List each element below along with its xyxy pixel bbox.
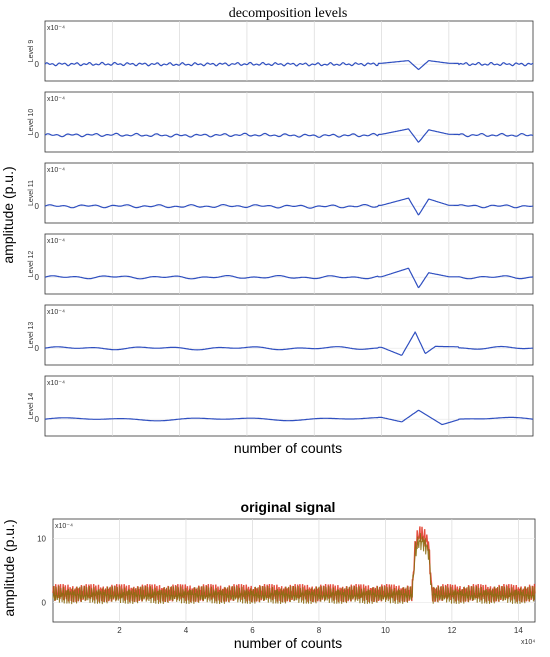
zero-tick-label: 0 xyxy=(35,131,40,140)
x-tick-label: 10 xyxy=(381,626,390,635)
y-tick-label: 0 xyxy=(42,599,47,608)
zero-tick-label: 0 xyxy=(35,415,40,424)
x-tick-label: 4 xyxy=(184,626,189,635)
panel-frame xyxy=(44,162,534,224)
zero-tick-label: 0 xyxy=(35,202,40,211)
scale-label: x10⁻⁴ xyxy=(47,380,65,387)
panel-frame xyxy=(44,20,534,82)
series-line xyxy=(44,267,533,289)
bottom-title: original signal xyxy=(241,499,336,515)
series-line xyxy=(44,128,534,143)
top-x-axis-label: number of counts xyxy=(234,440,342,456)
zero-tick-label: 0 xyxy=(35,273,40,282)
x-tick-label: 14 xyxy=(514,626,523,635)
zero-tick-label: 0 xyxy=(35,60,40,69)
level-label: Level 10 xyxy=(28,109,35,136)
panel-frame xyxy=(44,304,534,366)
scale-label: x10⁻⁴ xyxy=(47,25,65,32)
x-tick-label: 12 xyxy=(447,626,456,635)
x-multiplier: x10⁴ xyxy=(521,639,535,646)
x-tick-label: 2 xyxy=(117,626,122,635)
original-signal-panel: 2 4 6 8 10 12 14 0 10 x10⁻⁴ x10⁴ xyxy=(37,518,536,646)
level-label: Level 12 xyxy=(28,251,35,278)
series-line xyxy=(44,331,534,356)
bottom-x-axis-label: number of counts xyxy=(234,635,342,651)
top-y-axis-label: amplitude (p.u.) xyxy=(0,166,16,263)
level-label: Level 9 xyxy=(28,40,35,63)
panel-frame xyxy=(44,233,534,295)
bottom-y-axis-label: amplitude (p.u.) xyxy=(1,519,17,616)
panel-frame xyxy=(44,91,534,153)
x-tick-label: 8 xyxy=(317,626,322,635)
series-line xyxy=(44,409,534,426)
y-tick-label: 10 xyxy=(37,534,46,543)
series-line xyxy=(44,59,534,71)
scale-label: x10⁻⁴ xyxy=(47,309,65,316)
plot-frame xyxy=(52,518,536,623)
top-title: decomposition levels xyxy=(229,6,348,21)
panel-frame xyxy=(44,375,534,437)
scale-label: x10⁻⁴ xyxy=(47,238,65,245)
zero-tick-label: 0 xyxy=(35,344,40,353)
signal-series-2 xyxy=(52,533,536,605)
series-line xyxy=(44,197,534,216)
level-label: Level 11 xyxy=(28,180,35,206)
scale-label: x10⁻⁴ xyxy=(47,167,65,174)
scale-label: x10⁻⁴ xyxy=(47,96,65,103)
y-multiplier: x10⁻⁴ xyxy=(55,523,73,530)
x-tick-label: 6 xyxy=(250,626,255,635)
level-label: Level 14 xyxy=(28,393,35,420)
level-label: Level 13 xyxy=(28,322,35,349)
